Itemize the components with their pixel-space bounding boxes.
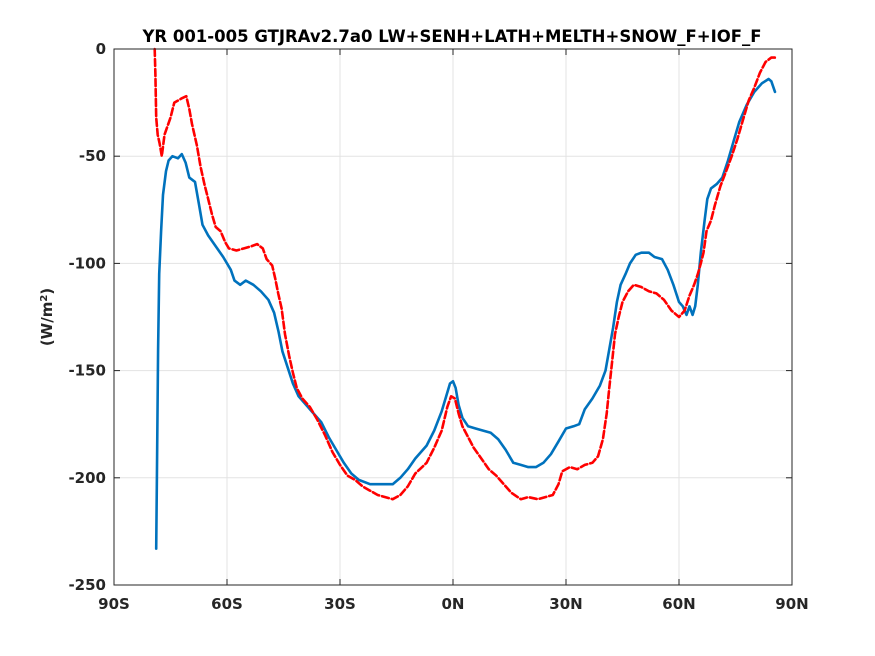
y-tick-label: -250	[68, 576, 106, 594]
series-line-solid	[154, 77, 777, 550]
y-axis-label-main: (W/m	[38, 302, 56, 347]
x-tick-label: 60N	[662, 595, 695, 613]
x-tick-label: 30S	[324, 595, 356, 613]
x-tick-label: 60S	[211, 595, 243, 613]
y-tick-label: -200	[68, 469, 106, 487]
y-axis-label-close: )	[38, 288, 56, 295]
x-tick-label: 90S	[98, 595, 130, 613]
x-ticks: 90S 60S 30S 0N 30N 60N 90N	[98, 49, 809, 613]
y-tick-label: 0	[96, 40, 106, 58]
y-tick-label: -150	[68, 362, 106, 380]
series-line-dashed	[153, 47, 777, 501]
y-axis-label-superscript: 2	[39, 295, 50, 302]
x-tick-label: 0N	[442, 595, 465, 613]
x-tick-label: 90N	[775, 595, 808, 613]
y-tick-label: -50	[79, 147, 106, 165]
y-ticks: 0 -50 -100 -150 -200 -250	[68, 40, 792, 594]
y-tick-label: -100	[68, 254, 106, 272]
chart-title: YR 001-005 GTJRAv2.7a0 LW+SENH+LATH+MELT…	[141, 27, 761, 46]
y-axis-label: (W/m2)	[38, 288, 56, 346]
series-layer	[153, 47, 777, 550]
x-tick-label: 30N	[549, 595, 582, 613]
